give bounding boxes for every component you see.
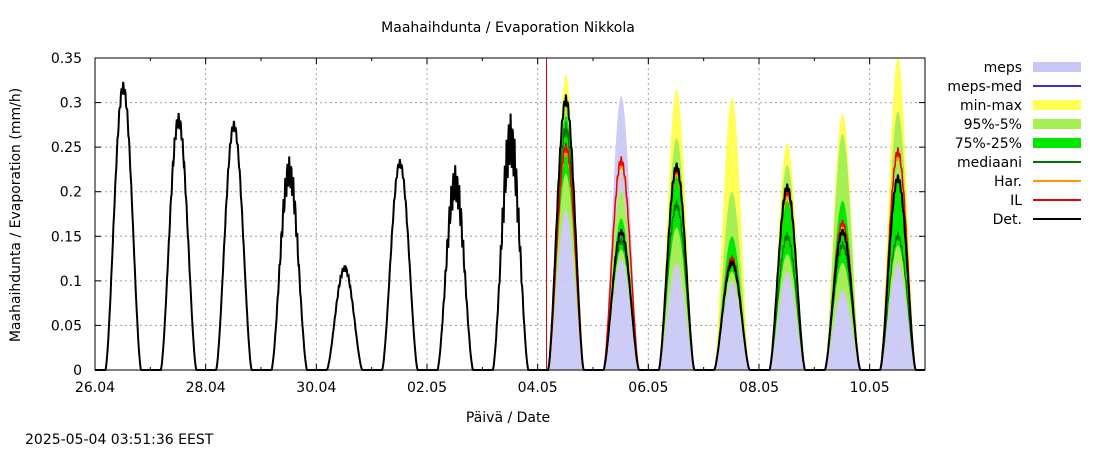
legend-swatch <box>1033 62 1081 72</box>
band-meps <box>648 191 704 370</box>
line-det-observed <box>371 158 427 371</box>
band-95-5 <box>703 191 759 370</box>
legend-swatch <box>1033 138 1081 148</box>
legend-label: 95%-5% <box>964 117 1022 133</box>
y-tick-label: 0.2 <box>60 185 82 201</box>
band-meps <box>869 227 925 370</box>
legend-label: IL <box>1010 193 1022 209</box>
y-tick-label: 0.3 <box>60 96 82 112</box>
band-meps <box>537 156 593 370</box>
band-75-25 <box>869 178 925 370</box>
legend-swatch <box>1033 100 1081 110</box>
y-tick-label: 0.1 <box>60 274 82 290</box>
legend-label: min-max <box>960 98 1022 114</box>
line-det-observed <box>205 120 261 371</box>
band-95-5 <box>759 164 815 370</box>
x-tick-label: 02.05 <box>407 380 447 396</box>
legend-label: meps <box>984 60 1022 76</box>
tick-layer: 0 0.05 0.1 0.15 0.2 0.25 0.3 0.35 26.04 28.04 30.0… <box>51 51 925 396</box>
y-tick-label: 0.15 <box>51 229 82 245</box>
line-det-observed <box>482 113 538 371</box>
y-tick-label: 0.35 <box>51 51 82 67</box>
band-95-5 <box>648 138 704 370</box>
x-tick-label: 04.05 <box>518 380 558 396</box>
timestamp: 2025-05-04 03:51:36 EEST <box>25 432 214 448</box>
y-tick-label: 0.05 <box>51 318 82 334</box>
line-det-observed <box>95 81 151 371</box>
line-layer <box>95 58 925 371</box>
band-75-25 <box>593 218 649 370</box>
band-meps <box>814 245 870 370</box>
legend: meps meps-med min-max 95%-5% 75%-25% mediaani… <box>947 60 1081 228</box>
band-75-25 <box>537 115 593 370</box>
legend-label: meps-med <box>947 79 1022 95</box>
x-tick-label: 08.05 <box>739 380 779 396</box>
x-tick-label: 10.05 <box>850 380 890 396</box>
band-meps <box>703 254 759 370</box>
y-tick-label: 0.25 <box>51 140 82 156</box>
legend-label: mediaani <box>957 155 1022 171</box>
band-meps <box>759 236 815 370</box>
x-tick-label: 30.04 <box>296 380 336 396</box>
legend-label: Det. <box>993 212 1022 228</box>
x-axis-label: Päivä / Date <box>466 410 550 426</box>
forecast-layer <box>537 58 925 371</box>
x-tick-label: 06.05 <box>628 380 668 396</box>
y-axis-label: Maahaihdunta / Evaporation (mm/h) <box>8 88 24 342</box>
line-det-observed <box>316 264 372 371</box>
x-tick-label: 26.04 <box>75 380 115 396</box>
x-tick-label: 28.04 <box>186 380 226 396</box>
legend-swatch <box>1033 119 1081 129</box>
line-det-observed <box>427 165 483 371</box>
line-det-observed <box>150 112 206 371</box>
y-tick-label: 0 <box>73 363 82 379</box>
chart-title: Maahaihdunta / Evaporation Nikkola <box>381 20 635 36</box>
legend-label: Har. <box>994 174 1022 190</box>
line-det-observed <box>261 156 317 371</box>
legend-label: 75%-25% <box>955 136 1022 152</box>
plot-frame <box>94 57 926 371</box>
